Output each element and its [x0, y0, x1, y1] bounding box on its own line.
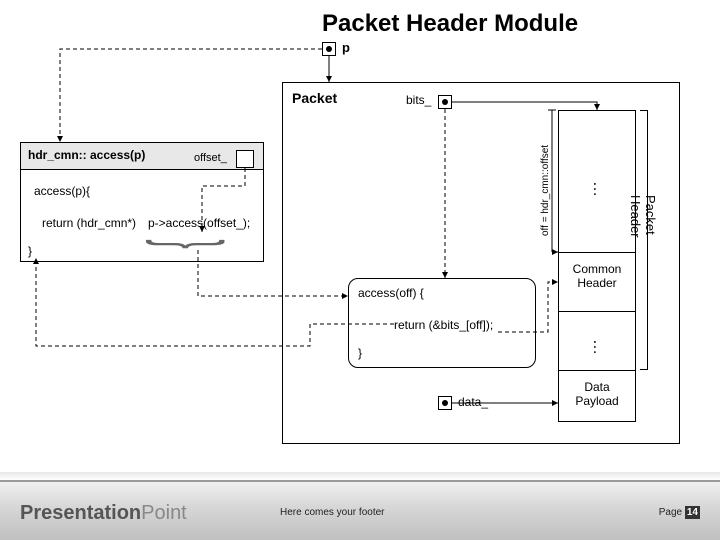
return2-label: return (&bits_[off]);: [394, 318, 493, 332]
return1b-label: p->access(offset_);: [148, 216, 250, 230]
logo-part2: Point: [141, 502, 187, 524]
page-number: 14: [685, 506, 700, 519]
bits-label: bits_: [406, 93, 431, 107]
dots1-label: …: [589, 181, 607, 197]
bits-marker-dot: [442, 99, 448, 105]
logo: PresentationPoint: [20, 502, 187, 525]
packet-label: Packet: [292, 90, 337, 106]
offset-marker-box: [236, 150, 254, 168]
hdr-cmn-access-label: hdr_cmn:: access(p): [28, 148, 145, 162]
brace2-label: }: [358, 346, 362, 360]
dots2-label: …: [589, 339, 607, 355]
page-label: Page: [659, 507, 682, 518]
brace1-label: }: [28, 244, 32, 258]
return1a-label: return (hdr_cmn*): [42, 216, 136, 230]
brace-under-return1: }: [143, 239, 239, 248]
off-eq-vlabel: off = hdr_cmn::offset: [540, 145, 551, 236]
data-label: data_: [458, 395, 488, 409]
footer-center: Here comes your footer: [280, 507, 385, 518]
common-header-label: Common Header: [565, 262, 629, 290]
offset-label: offset_: [194, 152, 227, 164]
data-payload-label: Data Payload: [572, 380, 622, 408]
data-marker-dot: [442, 400, 448, 406]
access-p-label: access(p){: [34, 184, 90, 198]
p-marker-dot: [326, 46, 332, 52]
access-off-label: access(off) {: [358, 286, 424, 300]
page-title: Packet Header Module: [322, 10, 578, 38]
packet-header-bracket: [640, 110, 648, 370]
logo-part1: Presentation: [20, 502, 141, 524]
p-label: p: [342, 40, 350, 55]
footer-page: Page 14: [659, 507, 700, 518]
footer-divider: [0, 472, 720, 480]
